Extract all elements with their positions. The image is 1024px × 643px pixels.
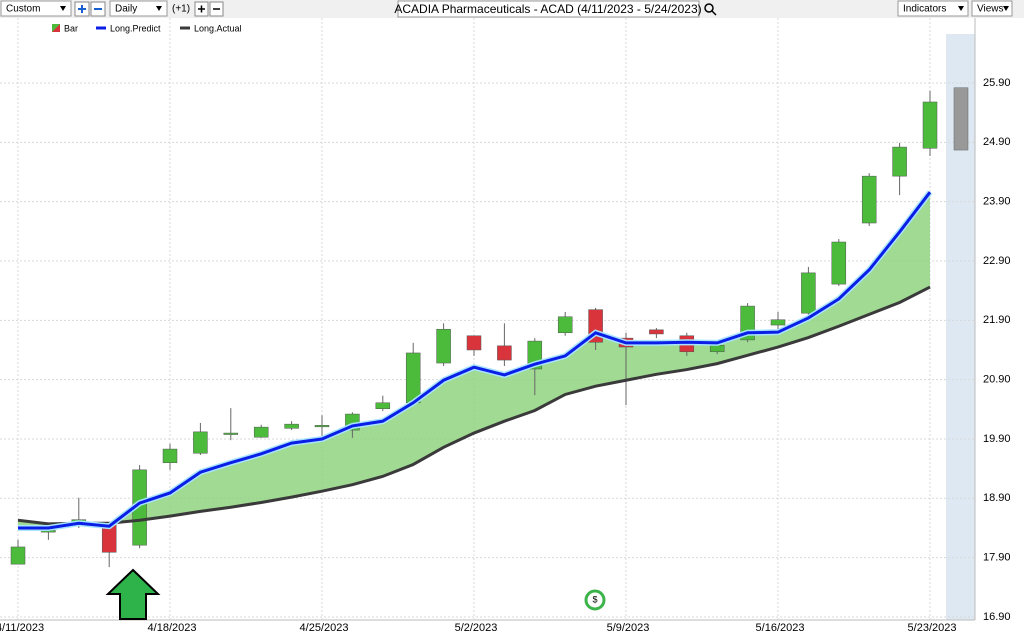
y-tick-label: 20.90: [983, 374, 1011, 386]
plot: 16.90 17.90 18.90 19.90 20.90 21.90 22.90 23.90…: [0, 18, 1011, 634]
candle-body: [861, 175, 877, 224]
indicators-text: Indicators: [903, 4, 946, 15]
candle-body: [193, 431, 208, 454]
candle-body: [253, 426, 269, 438]
legend-swatch: [52, 24, 60, 32]
event-icon[interactable]: [584, 589, 606, 611]
search-icon[interactable]: [704, 3, 714, 13]
title-box: [397, 0, 700, 18]
candle-body: [162, 448, 178, 463]
legend-label: Bar: [64, 23, 78, 33]
plus-icon: [198, 5, 205, 13]
y-tick-label: 19.90: [983, 433, 1011, 445]
candle-body: [770, 319, 786, 326]
forecast-bar: [953, 87, 969, 151]
candle-body: [436, 328, 451, 364]
views-text: Views: [977, 4, 1004, 15]
dropdown-arrow: [60, 6, 66, 11]
legend-label: Long.Actual: [194, 23, 242, 33]
views-button[interactable]: [971, 0, 1013, 17]
plus-icon: [78, 5, 86, 13]
candle-body: [557, 316, 573, 334]
line-series: [18, 191, 932, 530]
candle-body: [405, 352, 421, 404]
y-tick-label: 17.90: [983, 552, 1011, 564]
chart-title: ACADIA Pharmaceuticals - ACAD (4/11/2023…: [394, 2, 701, 16]
indicators-button[interactable]: [897, 0, 969, 17]
candle-body: [10, 546, 26, 565]
x-tick-label: 4/25/2023: [300, 622, 349, 634]
dropdown-arrow: [1003, 6, 1009, 11]
candle-body: [497, 345, 512, 361]
x-tick-label: 5/23/2023: [908, 622, 957, 634]
y-tick-label: 22.90: [983, 255, 1011, 267]
y-tick-label: 18.90: [983, 492, 1011, 504]
x-tick-label: 4/18/2023: [148, 622, 197, 634]
candle-body: [922, 101, 938, 149]
line-series: [17, 285, 931, 526]
candle-body: [892, 146, 907, 177]
y-tick-label: 23.90: [983, 196, 1011, 208]
candle-body: [831, 241, 847, 285]
candle-body: [649, 329, 664, 335]
candle-body: [375, 402, 391, 409]
period-select[interactable]: [0, 0, 72, 17]
x-tick-label: 5/9/2023: [607, 622, 650, 634]
signal-arrow: [105, 568, 161, 620]
dropdown-arrow: [156, 6, 162, 11]
interval-text: Daily: [115, 4, 137, 15]
y-tick-label: 16.90: [983, 611, 1011, 623]
x-tick-label: 5/2/2023: [455, 622, 498, 634]
x-tick-label: 5/16/2023: [756, 622, 805, 634]
candle-body: [466, 335, 482, 351]
candle-body: [801, 272, 816, 314]
x-tick-label: 4/11/2023: [0, 622, 44, 634]
candle-body: [284, 423, 299, 429]
offset-text: (+1): [172, 4, 190, 15]
y-tick-label: 24.90: [983, 136, 1011, 148]
dropdown-arrow: [958, 6, 964, 11]
y-tick-label: 25.90: [983, 77, 1011, 89]
y-tick-label: 21.90: [983, 314, 1011, 326]
candle-body: [314, 425, 330, 428]
legend-label: Long.Predict: [110, 23, 161, 33]
search-handle: [711, 10, 717, 16]
candle-body: [709, 344, 725, 353]
interval-select[interactable]: [109, 0, 168, 17]
candle-body: [223, 432, 239, 435]
event-icon-glyph: $: [592, 594, 597, 604]
period-text: Custom: [6, 4, 40, 15]
